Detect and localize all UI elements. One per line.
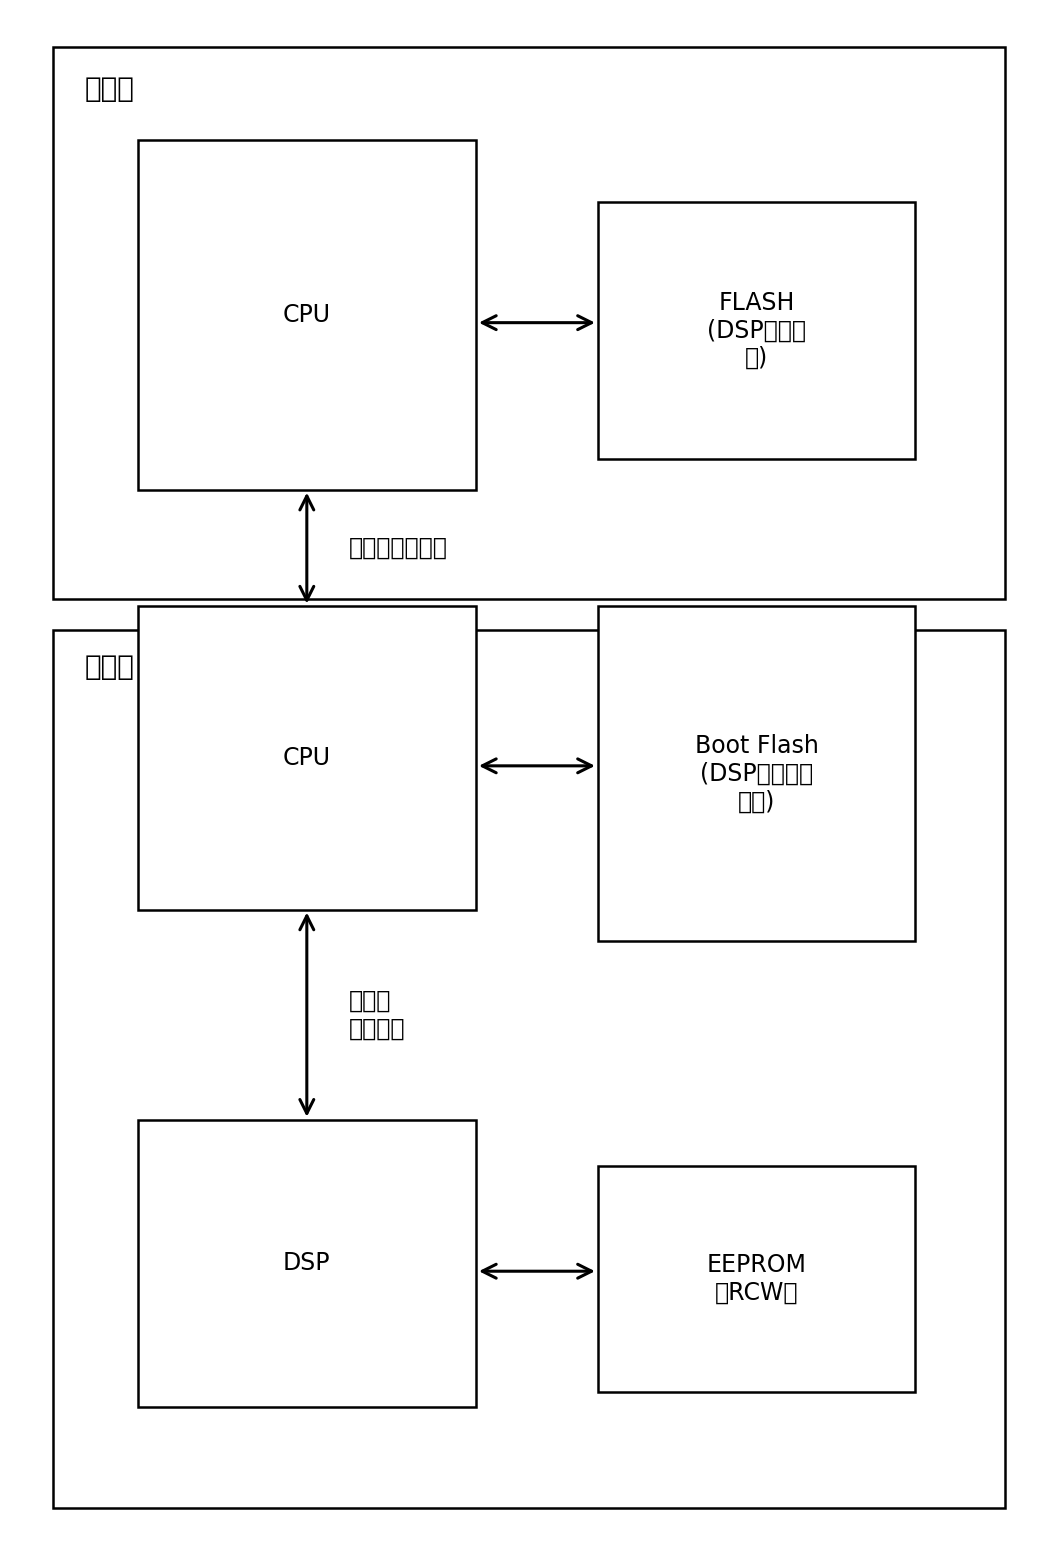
- Text: 以太网传输接口: 以太网传输接口: [349, 536, 448, 560]
- Bar: [598, 202, 915, 459]
- Bar: [53, 630, 1005, 1508]
- Text: CPU: CPU: [282, 303, 331, 327]
- Bar: [138, 606, 476, 910]
- Text: EEPROM
（RCW）: EEPROM （RCW）: [707, 1253, 806, 1305]
- Text: FLASH
(DSP软件版
本): FLASH (DSP软件版 本): [707, 291, 806, 370]
- Text: 以太网
加载接口: 以太网 加载接口: [349, 989, 405, 1040]
- Bar: [598, 1166, 915, 1392]
- Bar: [53, 47, 1005, 599]
- Bar: [138, 140, 476, 490]
- Text: CPU: CPU: [282, 746, 331, 770]
- Bar: [138, 1120, 476, 1407]
- Text: Boot Flash
(DSP配置软件
版本): Boot Flash (DSP配置软件 版本): [694, 734, 819, 813]
- Text: 业务板: 业务板: [85, 653, 134, 681]
- Text: 主控板: 主控板: [85, 75, 134, 103]
- Text: DSP: DSP: [284, 1252, 330, 1275]
- Bar: [598, 606, 915, 941]
